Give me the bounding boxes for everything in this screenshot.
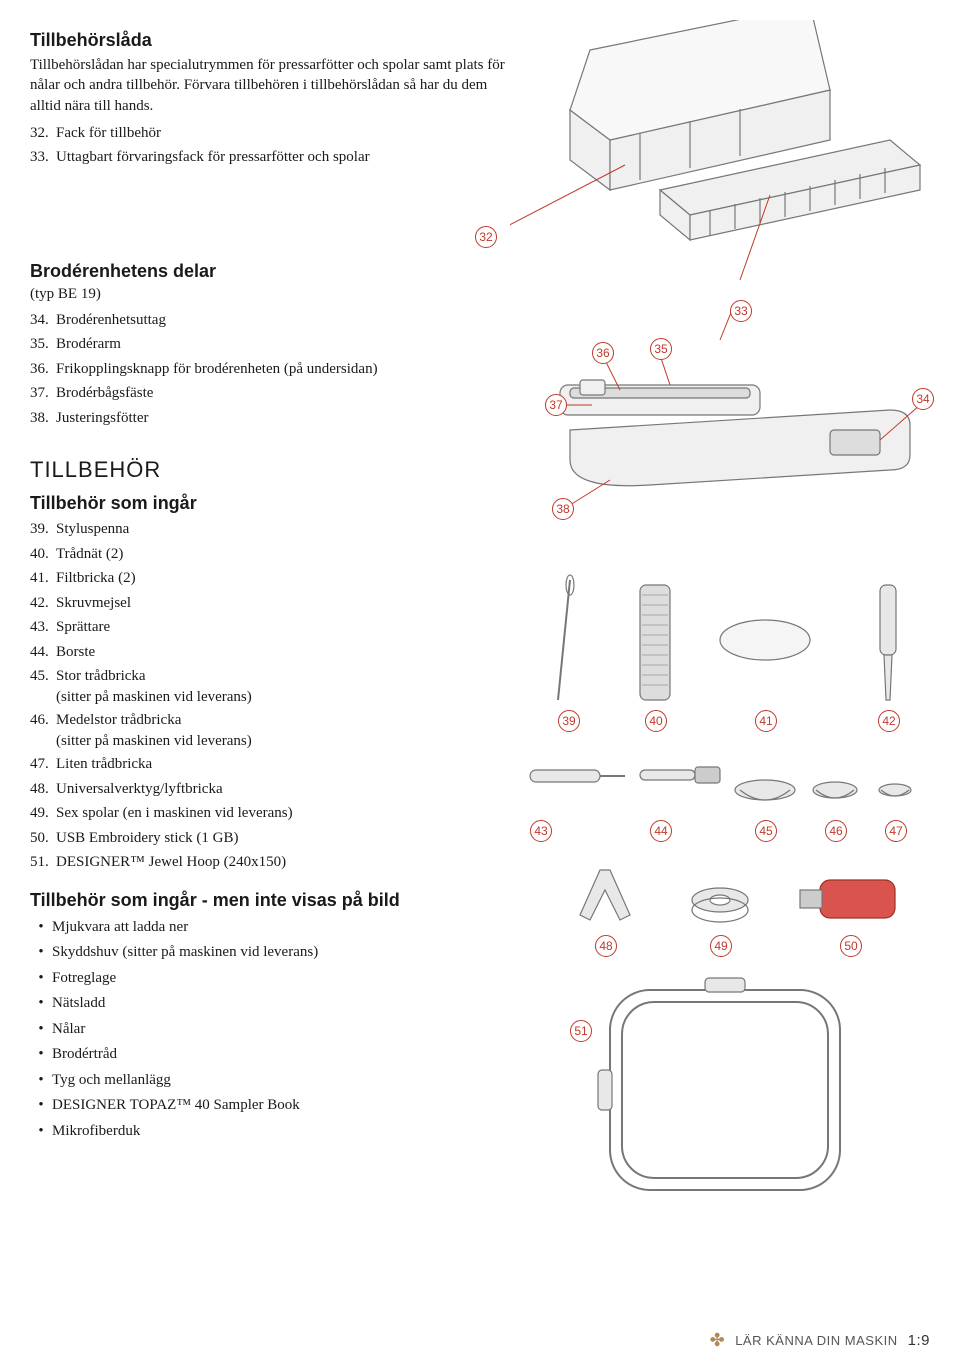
list-item: Mjukvara att ladda ner xyxy=(30,915,510,941)
list-item: 33.Uttagbart förvaringsfack för pressarf… xyxy=(30,146,510,169)
callout-48: 48 xyxy=(595,935,617,957)
accessory-box-list: 32.Fack för tillbehör 33.Uttagbart förva… xyxy=(30,122,510,169)
accessories-row2-diagram: 43 44 45 46 47 xyxy=(510,740,930,860)
accessories-list: 39.Styluspenna 40.Trådnät (2) 41.Filtbri… xyxy=(30,518,510,874)
list-item: Mikrofiberduk xyxy=(30,1119,510,1145)
callout-37: 37 xyxy=(545,394,567,416)
list-item: 48.Universalverktyg/lyftbricka xyxy=(30,778,510,801)
accessory-box-title: Tillbehörslåda xyxy=(30,30,510,51)
list-item: 49.Sex spolar (en i maskinen vid leveran… xyxy=(30,802,510,825)
list-item: 39.Styluspenna xyxy=(30,518,510,541)
callout-33: 33 xyxy=(730,300,752,322)
callout-41: 41 xyxy=(755,710,777,732)
list-item: 44.Borste xyxy=(30,641,510,664)
callout-39: 39 xyxy=(558,710,580,732)
callout-50: 50 xyxy=(840,935,862,957)
callout-36: 36 xyxy=(592,342,614,364)
not-pictured-title: Tillbehör som ingår - men inte visas på … xyxy=(30,890,510,911)
list-item: 38.Justeringsfötter xyxy=(30,407,510,430)
accessories-row3-diagram: 48 49 50 xyxy=(510,860,930,970)
callout-34: 34 xyxy=(912,388,934,410)
list-item: Brodértråd xyxy=(30,1042,510,1068)
list-item: 41.Filtbricka (2) xyxy=(30,567,510,590)
hoop-diagram: 51 xyxy=(510,970,930,1210)
callout-49: 49 xyxy=(710,935,732,957)
accessory-box-diagram: 32 xyxy=(510,20,930,280)
left-column: Tillbehörslåda Tillbehörslådan har speci… xyxy=(30,20,510,1144)
accessories-illustration-2 xyxy=(510,740,930,860)
list-item: 40.Trådnät (2) xyxy=(30,543,510,566)
callout-51: 51 xyxy=(570,1020,592,1042)
list-item: 42.Skruvmejsel xyxy=(30,592,510,615)
list-item: 47.Liten trådbricka xyxy=(30,753,510,776)
not-pictured-list: Mjukvara att ladda ner Skyddshuv (sitter… xyxy=(30,915,510,1145)
embroidery-unit-list: 34.Brodérenhetsuttag 35.Brodérarm 36.Fri… xyxy=(30,309,510,430)
included-title: Tillbehör som ingår xyxy=(30,493,510,514)
list-item: 37.Brodérbågsfäste xyxy=(30,382,510,405)
callout-40: 40 xyxy=(645,710,667,732)
list-item: DESIGNER TOPAZ™ 40 Sampler Book xyxy=(30,1093,510,1119)
list-item: Fotreglage xyxy=(30,966,510,992)
callout-38: 38 xyxy=(552,498,574,520)
list-item: 36.Frikopplingsknapp för brodérenheten (… xyxy=(30,358,510,381)
list-item: Tyg och mellanlägg xyxy=(30,1068,510,1094)
accessories-heading: TILLBEHÖR xyxy=(30,457,510,483)
list-item: 50.USB Embroidery stick (1 GB) xyxy=(30,827,510,850)
callout-43: 43 xyxy=(530,820,552,842)
list-item: 35.Brodérarm xyxy=(30,333,510,356)
list-item: 34.Brodérenhetsuttag xyxy=(30,309,510,332)
list-item: Skyddshuv (sitter på maskinen vid levera… xyxy=(30,940,510,966)
callout-32: 32 xyxy=(475,226,497,248)
embroidery-unit-title: Brodérenhetens delar xyxy=(30,261,510,282)
callout-46: 46 xyxy=(825,820,847,842)
list-item: 51.DESIGNER™ Jewel Hoop (240x150) xyxy=(30,851,510,874)
embroidery-unit-diagram: 33 35 36 37 38 34 xyxy=(510,310,930,540)
hoop-illustration xyxy=(510,970,930,1210)
right-column: 32 33 35 36 37 3 xyxy=(510,20,930,1210)
callout-35: 35 xyxy=(650,338,672,360)
list-item: 32.Fack för tillbehör xyxy=(30,122,510,145)
list-item: 46.Medelstor trådbricka(sitter på maskin… xyxy=(30,709,510,751)
callout-47: 47 xyxy=(885,820,907,842)
clover-icon: ✤ xyxy=(710,1330,726,1351)
page-number: 1:9 xyxy=(908,1332,930,1349)
callout-45: 45 xyxy=(755,820,777,842)
accessories-row1-diagram: 39 40 41 42 xyxy=(510,570,930,740)
list-item: 45.Stor trådbricka(sitter på maskinen vi… xyxy=(30,665,510,707)
callout-42: 42 xyxy=(878,710,900,732)
page-footer: ✤ LÄR KÄNNA DIN MASKIN 1:9 xyxy=(710,1330,930,1351)
embroidery-type: (typ BE 19) xyxy=(30,286,510,303)
list-item: Nålar xyxy=(30,1017,510,1043)
accessory-box-intro: Tillbehörslådan har specialutrymmen för … xyxy=(30,55,510,116)
callout-44: 44 xyxy=(650,820,672,842)
list-item: Nätsladd xyxy=(30,991,510,1017)
footer-text: LÄR KÄNNA DIN MASKIN xyxy=(735,1333,897,1348)
accessory-box-illustration xyxy=(510,20,930,280)
list-item: 43.Sprättare xyxy=(30,616,510,639)
